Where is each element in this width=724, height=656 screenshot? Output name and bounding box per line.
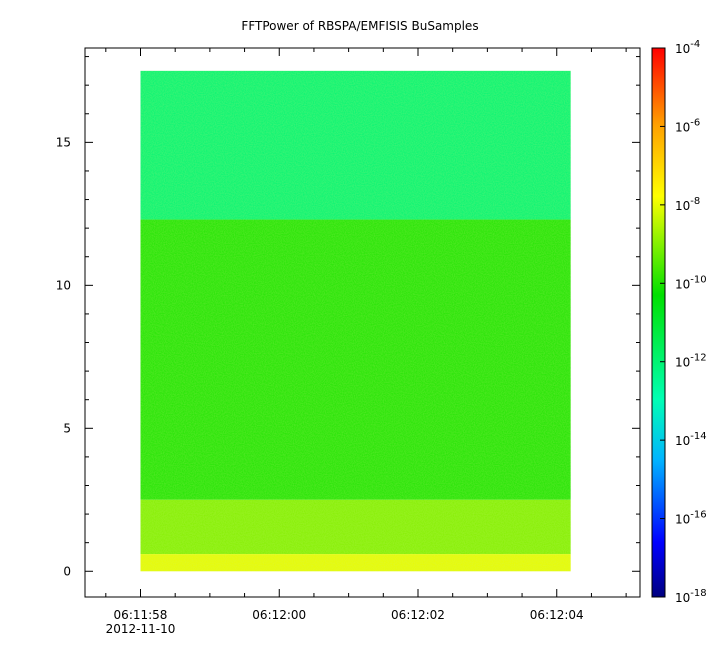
spectrogram-texture [140, 70, 571, 572]
x-axis: 06:11:58 06:12:00 06:12:02 06:12:04 2012-11-… [105, 48, 627, 636]
x-tick-label: 06:12:02 [391, 608, 445, 622]
colorbar-tick-label: 10-16 [675, 510, 707, 527]
colorbar-tick-label: 10-10 [675, 274, 707, 291]
y-tick-label: 10 [56, 278, 71, 292]
y-tick-label: 15 [56, 135, 71, 149]
plot-area [140, 70, 571, 572]
x-tick-label: 06:12:04 [530, 608, 584, 622]
colorbar-tick-label: 10-8 [675, 196, 700, 213]
colorbar-tick-label: 10-4 [675, 39, 700, 56]
y-axis: 0 5 10 15 [56, 56, 640, 578]
colorbar-gradient [651, 47, 666, 598]
colorbar-tick-label: 10-12 [675, 353, 707, 370]
chart-title: FFTPower of RBSPA/EMFISIS BuSamples [241, 19, 478, 33]
y-tick-label: 0 [63, 564, 71, 578]
x-date-label: 2012-11-10 [106, 622, 176, 636]
colorbar: 10-4 10-6 10-8 10-10 10-12 10-14 10-16 10-18 [651, 39, 707, 605]
y-tick-label: 5 [63, 421, 71, 435]
x-tick-label: 06:11:58 [114, 608, 168, 622]
colorbar-tick-label: 10-6 [675, 117, 700, 134]
colorbar-tick-label: 10-14 [675, 431, 707, 448]
x-tick-label: 06:12:00 [252, 608, 306, 622]
plot-frame [84, 47, 641, 598]
colorbar-tick-label: 10-18 [675, 588, 707, 605]
